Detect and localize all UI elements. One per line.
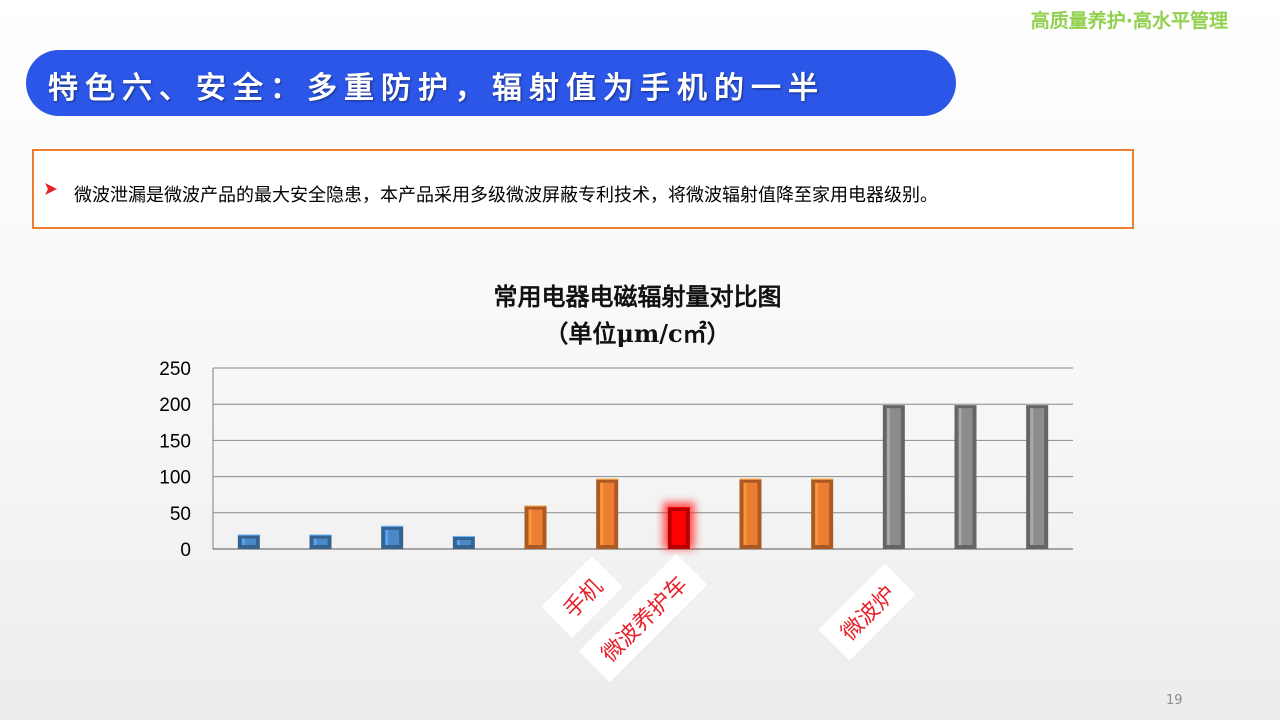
bar-face: [815, 482, 830, 545]
y-tick-label: 200: [159, 395, 191, 416]
bar: [452, 535, 475, 549]
bar: [309, 534, 332, 549]
bars: [237, 404, 1049, 549]
bar-highlight: [385, 529, 389, 545]
bar-face: [385, 529, 400, 545]
bar-face: [743, 482, 758, 545]
y-tick-label: 250: [159, 359, 191, 380]
y-tick-label: 150: [159, 431, 191, 452]
title-banner: 特色六、安全：多重防护，辐射值为手机的一半: [26, 50, 956, 116]
arrow-bullet-icon: [45, 183, 57, 195]
bar: [954, 404, 977, 549]
brand-slogan: 高质量养护·高水平管理: [1030, 10, 1228, 32]
bar: [1026, 404, 1049, 549]
bar-face: [241, 538, 256, 545]
y-axis: 250 200 150 100 50 0: [159, 359, 191, 561]
bar-highlight: [1030, 408, 1034, 545]
chart-title-unit: （单位μm/c㎡）: [544, 319, 731, 348]
note-text: 微波泄漏是微波产品的最大安全隐患，本产品采用多级微波屏蔽专利技术，将微波辐射值降…: [74, 185, 938, 206]
bar-highlight: [743, 482, 747, 545]
y-tick-label: 100: [159, 468, 191, 489]
bar: [662, 502, 695, 549]
chart-grid: [212, 367, 1073, 550]
bar: [739, 478, 762, 549]
bar-highlight: [313, 538, 317, 545]
bar: [596, 478, 619, 549]
bar-face: [456, 539, 471, 545]
bar-face: [1030, 408, 1045, 545]
bar-face: [313, 538, 328, 545]
bar-highlight: [528, 509, 532, 545]
bar: [381, 525, 404, 549]
note-box: 微波泄漏是微波产品的最大安全隐患，本产品采用多级微波屏蔽专利技术，将微波辐射值降…: [32, 149, 1134, 229]
y-tick-label: 0: [180, 540, 191, 561]
bar-face: [528, 509, 543, 545]
bar: [524, 505, 547, 549]
bar-highlight: [671, 511, 675, 545]
bar-face: [600, 482, 615, 545]
bar-highlight: [241, 538, 245, 545]
bar: [237, 534, 260, 549]
page-title: 特色六、安全：多重防护，辐射值为手机的一半: [48, 71, 825, 106]
chart-title: 常用电器电磁辐射量对比图 （单位μm/c㎡）: [460, 278, 815, 352]
bar: [882, 404, 905, 549]
bar-highlight: [815, 482, 819, 545]
bar-face: [958, 408, 973, 545]
bar-highlight: [600, 482, 604, 545]
bar: [811, 478, 834, 549]
y-tick-label: 50: [170, 504, 191, 525]
bar-highlight: [958, 408, 962, 545]
bar-face: [671, 511, 686, 545]
bar-highlight: [886, 408, 890, 545]
page-number: 19: [1166, 693, 1183, 708]
chart-title-main: 常用电器电磁辐射量对比图: [493, 282, 782, 311]
bar-face: [886, 408, 901, 545]
bar-highlight: [456, 539, 460, 545]
